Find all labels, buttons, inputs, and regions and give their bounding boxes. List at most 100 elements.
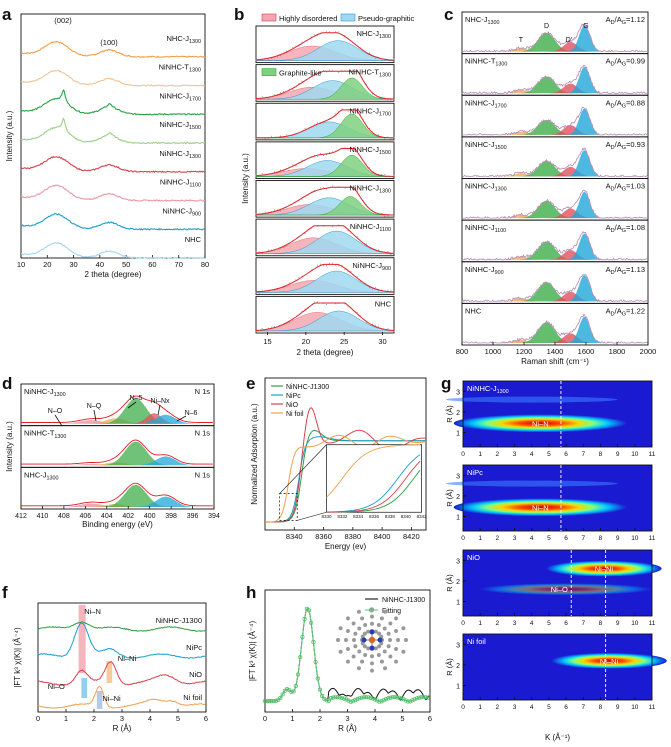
panel-a-curve xyxy=(21,40,205,59)
panel-b-data-point xyxy=(280,135,282,137)
panel-b-data-point xyxy=(350,40,352,42)
panel-b-data-point xyxy=(359,114,361,116)
panel-e-inset-curve xyxy=(326,444,420,498)
panel-h-fit-point xyxy=(368,695,373,700)
panel-h-x-tick-label: 4 xyxy=(373,714,377,723)
panel-b-data-point xyxy=(270,211,272,213)
panel-h-fit-point xyxy=(359,695,364,700)
panel-b-data-point xyxy=(280,325,282,327)
panel-b-sample-label: NHC xyxy=(375,299,392,308)
panel-h-carbon-atom xyxy=(370,607,374,612)
panel-g-x-tick-label: 3 xyxy=(513,620,517,627)
panel-g-x-tick-label: 3 xyxy=(513,451,517,458)
panel-f-label-NiO: Ni–O xyxy=(48,682,65,691)
panel-h-carbon-atom xyxy=(356,609,361,614)
panel-b-data-point xyxy=(393,292,395,294)
panel-b-data-point xyxy=(344,109,346,111)
panel-g-frame xyxy=(462,380,653,448)
panel-b-data-point xyxy=(264,98,266,100)
panel-b-data-point xyxy=(390,330,392,332)
panel-b-data-point xyxy=(286,323,288,325)
panel-c-band-label-Dprime: D′ xyxy=(566,37,573,44)
panel-b-data-point xyxy=(258,136,260,138)
panel-b-data-point xyxy=(387,289,389,291)
panel-h-carbon-atom xyxy=(338,649,343,654)
panel-b-data-point xyxy=(310,227,312,229)
panel-g-x-tick-label: 4 xyxy=(530,620,534,627)
panel-h-fit-point xyxy=(342,696,347,701)
panel-b-data-point xyxy=(393,59,395,61)
panel-b-data-point xyxy=(353,275,355,277)
panel-b-data-point xyxy=(313,268,315,270)
panel-a-x-tick-label: 60 xyxy=(148,260,156,269)
panel-g-ytick-label: 3 xyxy=(456,473,460,480)
panel-h-carbon-atom xyxy=(353,631,358,636)
panel-e-x-tick-label: 8340 xyxy=(286,532,303,541)
panel-d-species-peak xyxy=(21,398,214,424)
panel-c-band-1 xyxy=(462,160,648,177)
panel-g-heatmap-hotspot xyxy=(546,560,662,577)
panel-f-x-tick-label: 5 xyxy=(176,714,180,723)
panel-b-subplot-frame xyxy=(255,295,395,334)
panel-g-ytick-label: 2 xyxy=(456,663,460,670)
panel-g-heatmap-hotspot xyxy=(551,652,667,669)
panel-c-sample-label: NiNHC-T1300 xyxy=(465,57,507,68)
panel-b-data-point xyxy=(264,251,266,253)
panel-g-ytick-label: 1 xyxy=(456,515,460,522)
panel-h-carbon-atom xyxy=(370,661,374,666)
panel-e-zoom-box xyxy=(279,493,298,521)
panel-b-data-point xyxy=(378,134,380,136)
panel-h-fit-point xyxy=(394,695,400,700)
panel-e-curve xyxy=(265,436,426,523)
panel-h-carbon-atom xyxy=(383,666,388,671)
panel-d-species-peak xyxy=(21,441,214,466)
panel-g-x-tick-label: 2 xyxy=(496,704,500,711)
panel-h-fit-point xyxy=(405,699,411,704)
panel-f-ylabel: |FT k³ χ(K)| (Å⁻⁴) xyxy=(13,627,22,688)
panel-c-ratio-label: AD/AG=0.88 xyxy=(606,98,645,109)
panel-b-data-point xyxy=(270,289,272,291)
panel-h-fit-point xyxy=(298,655,303,660)
panel-b-data-point xyxy=(310,36,312,38)
panel-b-data-point xyxy=(381,212,383,214)
panel-h-fit-point xyxy=(390,695,395,700)
panel-h-fit-point xyxy=(348,699,353,704)
panel-b-data-point xyxy=(335,150,337,152)
panel-f-highlight-NiNi xyxy=(106,661,113,683)
panel-g-x-tick-label: 5 xyxy=(547,535,551,542)
panel-a-series-label: NiNHC-J900 xyxy=(162,206,201,217)
panel-h-fit-point xyxy=(425,695,430,700)
panel-b-data-point xyxy=(387,58,389,60)
panel-b-data-point xyxy=(319,302,321,304)
panel-g-x-tick-label: 8 xyxy=(599,704,603,711)
panel-h-fit-point xyxy=(379,699,384,704)
panel-d-species-peak xyxy=(21,414,214,424)
panel-d-x-tick-label: 402 xyxy=(122,513,134,520)
panel-h-carbon-atom xyxy=(379,616,384,621)
panel-b-data-point xyxy=(378,290,380,292)
panel-b-data-point xyxy=(310,125,312,127)
panel-g-x-tick-label: 8 xyxy=(599,535,603,542)
panel-d-subplot-frame xyxy=(20,466,215,510)
panel-b-data-point xyxy=(313,124,315,126)
panel-f-x-tick-label: 3 xyxy=(120,714,124,723)
panel-b-data-point xyxy=(335,187,337,189)
panel-letter-c: c xyxy=(444,5,453,24)
panel-b-data-point xyxy=(273,209,275,211)
panel-b-data-point xyxy=(347,38,349,40)
panel-b-data-point xyxy=(267,213,269,215)
panel-b-data-point xyxy=(298,235,300,237)
panel-b-data-point xyxy=(276,56,278,58)
panel-b-data-point xyxy=(319,70,321,72)
panel-b-data-point xyxy=(365,163,367,165)
panel-b-data-point xyxy=(338,110,340,112)
panel-c-band-label-G: G xyxy=(583,23,588,30)
panel-c-band-label-T: T xyxy=(519,37,524,44)
panel-f-label-NiN: Ni–N xyxy=(84,607,101,616)
panel-b-subplot-frame xyxy=(255,218,395,257)
panel-e-legend-label: Ni foil xyxy=(286,411,304,418)
panel-b-data-point xyxy=(332,226,334,228)
panel-b-data-point xyxy=(350,308,352,310)
panel-h-data-curve xyxy=(265,607,430,702)
panel-f-curve xyxy=(37,685,206,709)
